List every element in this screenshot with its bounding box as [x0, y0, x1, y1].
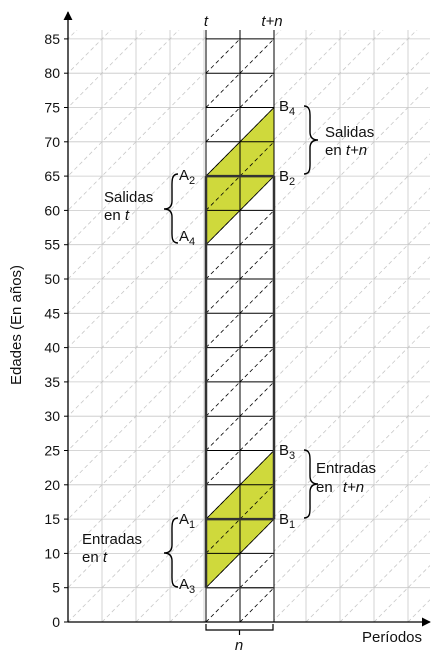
grid-diagonal: [68, 84, 430, 452]
y-axis-label: Edades (En años): [8, 265, 25, 385]
column-diagonal: [205, 553, 241, 588]
column-diagonal: [239, 313, 275, 348]
column-diagonal: [239, 484, 275, 520]
y-tick-label: 60: [44, 202, 60, 218]
y-tick-label: 10: [44, 545, 60, 561]
point-a4-label: A4: [179, 228, 195, 248]
point-a1-label: A1: [179, 511, 195, 531]
entradas-tn-label: Entradas: [316, 460, 376, 477]
y-tick-label: 25: [44, 443, 60, 459]
point-b1-label: B1: [279, 511, 295, 531]
grid-diagonal: [68, 221, 430, 589]
column-diagonal: [239, 347, 275, 383]
period-column: [204, 30, 276, 623]
y-tick-label: 65: [44, 168, 60, 184]
column-diagonal: [205, 72, 241, 108]
grid-diagonal: [68, 30, 282, 246]
column-diagonal: [239, 72, 275, 108]
brace-salidas-tn: [303, 105, 319, 175]
grid-diagonal: [68, 30, 248, 211]
column-diagonal: [205, 450, 241, 486]
column-diagonal: [239, 141, 275, 177]
grid-diagonal: [68, 30, 180, 143]
y-tick-label: 80: [44, 65, 60, 81]
column-diagonal: [205, 210, 241, 245]
grid-diagonal: [68, 187, 430, 554]
y-tick-label: 0: [52, 614, 60, 630]
period-t-label: t: [204, 13, 209, 30]
y-tick-label: 85: [44, 31, 60, 47]
y-tick-label: 70: [44, 134, 60, 150]
n-bracket: [205, 624, 274, 631]
brace-entradas-tn: [303, 449, 319, 519]
y-tick-label: 75: [44, 100, 60, 116]
axes: [63, 11, 431, 627]
column-diagonal: [239, 210, 275, 245]
grid-diagonal: [68, 30, 384, 349]
column-diagonal: [239, 587, 275, 623]
column-diagonal: [205, 347, 241, 383]
entradas-tn-label-line2: en t+n: [316, 479, 364, 496]
salidas-tn-label-line2: en t+n: [325, 142, 367, 159]
point-a2-label: A2: [179, 167, 195, 187]
y-tick-label: 55: [44, 237, 60, 253]
point-b3-label: B3: [279, 442, 295, 462]
y-tick-label: 50: [44, 271, 60, 287]
y-tick-label: 40: [44, 340, 60, 356]
grid-diagonal: [68, 30, 214, 177]
y-tick-label: 35: [44, 374, 60, 390]
entradas-t-label: Entradas: [82, 531, 142, 548]
point-a3-label: A3: [179, 576, 195, 596]
point-b4-label: B4: [279, 98, 295, 118]
column-diagonal: [239, 415, 275, 451]
column-diagonal: [205, 175, 241, 211]
grid-diagonal: [68, 256, 430, 622]
column-diagonal: [239, 553, 275, 588]
column-diagonal: [205, 587, 241, 623]
column-diagonal: [205, 278, 241, 314]
y-tick-labels: 0 5 10 15 20 25 30 35 40 45 50 55 60 65 70 75 80 85: [44, 31, 68, 630]
column-diagonal: [205, 38, 241, 74]
grid-diagonal: [101, 290, 430, 622]
point-b2-label: B2: [279, 168, 295, 188]
column-diagonal: [205, 381, 241, 417]
column-diagonal: [239, 107, 275, 143]
column-diagonal: [239, 450, 275, 486]
column-diagonal: [239, 38, 275, 74]
column-diagonal: [239, 381, 275, 417]
column-diagonal: [205, 107, 241, 143]
column-diagonal: [205, 484, 241, 520]
y-tick-label: 20: [44, 477, 60, 493]
column-diagonal: [205, 244, 241, 280]
brace-salidas-t: [163, 173, 179, 244]
x-axis-label: Períodos: [362, 629, 422, 646]
y-tick-label: 5: [52, 580, 60, 596]
column-diagonal: [239, 278, 275, 314]
column-diagonal: [239, 175, 275, 211]
grid-diagonal: [68, 30, 418, 383]
column-diagonal: [205, 313, 241, 348]
n-label: n: [235, 637, 243, 653]
y-tick-label: 15: [44, 511, 60, 527]
brace-entradas-t: [163, 517, 179, 588]
period-t-plus-n-label: t+n: [261, 13, 282, 30]
column-diagonal: [239, 244, 275, 280]
entradas-t-label-line2: en t: [82, 549, 108, 566]
column-diagonal: [205, 518, 241, 554]
y-tick-label: 45: [44, 305, 60, 321]
salidas-tn-label: Salidas: [325, 124, 374, 141]
salidas-t-label-line2: en t: [104, 207, 130, 224]
column-diagonal: [205, 415, 241, 451]
y-tick-label: 30: [44, 408, 60, 424]
column-diagonal: [239, 518, 275, 554]
salidas-t-label: Salidas: [104, 189, 153, 206]
grid-diagonal: [68, 50, 430, 417]
column-diagonal: [205, 141, 241, 177]
